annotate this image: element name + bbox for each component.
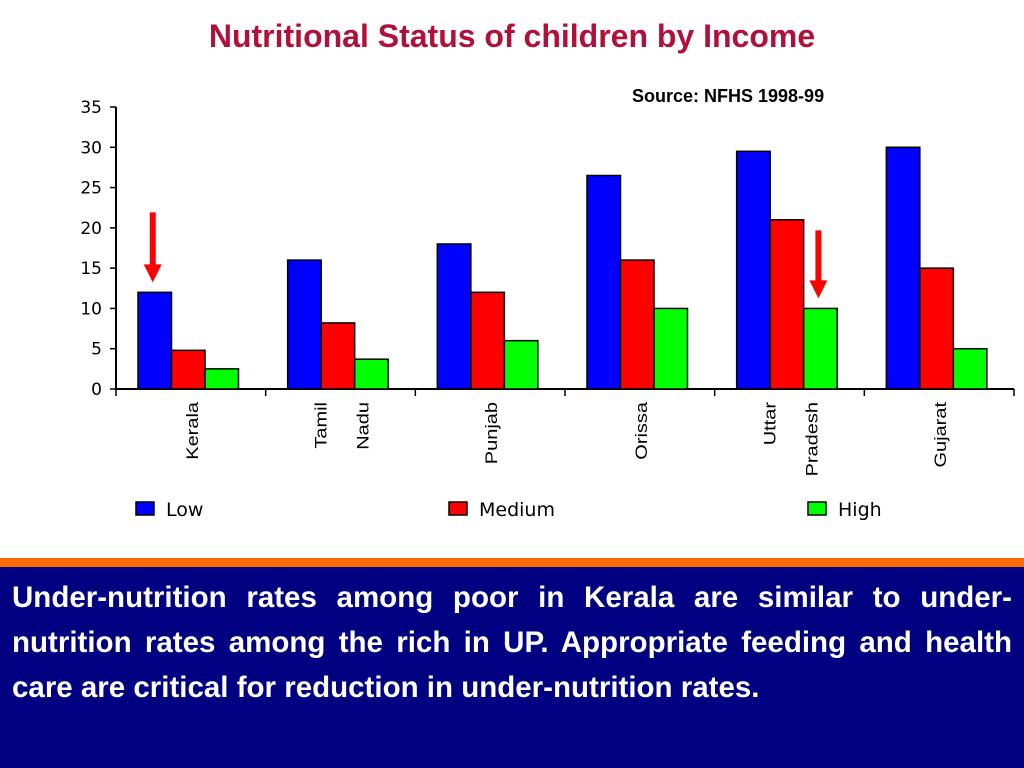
category-label: Kerala [183, 401, 202, 460]
y-tick-label: 15 [80, 259, 102, 279]
bar-high [802, 307, 838, 390]
y-tick-label: 5 [91, 340, 102, 360]
category-label: Nadu [353, 402, 372, 450]
bar-medium [619, 259, 655, 390]
bar-high [503, 339, 539, 390]
bar-medium [170, 349, 206, 390]
category-label: Tamil [311, 402, 330, 449]
bar-high [653, 307, 689, 390]
legend-label-medium: Medium [479, 499, 555, 521]
bar-high [952, 347, 988, 390]
legend-swatch-high [807, 501, 827, 516]
bar-low [286, 259, 322, 390]
divider-line [0, 558, 1024, 567]
bar-medium [769, 219, 805, 390]
chart-legend: Low Medium High [135, 499, 882, 521]
bar-medium [320, 322, 356, 390]
category-label: Pradesh [802, 402, 821, 476]
y-tick-label: 0 [91, 380, 102, 400]
category-label: Punjab [482, 402, 501, 464]
chart-title: Nutritional Status of children by Income [208, 18, 816, 54]
bar-low [586, 174, 622, 390]
bar-low [436, 243, 472, 390]
bar-chart: 0 5 10 15 20 25 30 35 Kerala Tamil Nadu Punjab Oris… [80, 98, 1015, 521]
bar-medium [470, 291, 506, 390]
chart-bars [137, 146, 988, 390]
bar-high [204, 368, 240, 390]
y-tick-label: 25 [80, 179, 102, 199]
chart-axes: 0 5 10 15 20 25 30 35 [80, 98, 1015, 400]
footer-text: Under-nutrition rates among poor in Kera… [12, 581, 1012, 704]
bar-low [885, 146, 921, 390]
bar-low [735, 150, 771, 390]
y-tick-label: 10 [80, 299, 102, 319]
category-labels: Kerala Tamil Nadu Punjab Orissa Uttar Pradesh G… [183, 401, 950, 476]
footer-panel: Under-nutrition rates among poor in Kera… [0, 567, 1024, 768]
chart-annotations [143, 212, 828, 299]
bar-low [137, 291, 173, 390]
legend-swatch-medium [448, 501, 468, 516]
bar-medium [919, 267, 955, 390]
y-tick-label: 20 [80, 219, 102, 239]
category-label: Orissa [632, 401, 651, 460]
legend-label-low: Low [166, 499, 203, 521]
arrow-head [143, 264, 162, 283]
legend-label-high: High [838, 499, 882, 521]
y-tick-label: 35 [80, 98, 102, 118]
legend-swatch-low [135, 501, 155, 516]
category-label: Gujarat [931, 402, 950, 468]
source-label: Source: NFHS 1998-99 [632, 86, 825, 106]
y-tick-label: 30 [80, 138, 102, 158]
arrow-head [809, 280, 828, 299]
category-label: Uttar [760, 402, 779, 445]
bar-high [353, 358, 389, 390]
